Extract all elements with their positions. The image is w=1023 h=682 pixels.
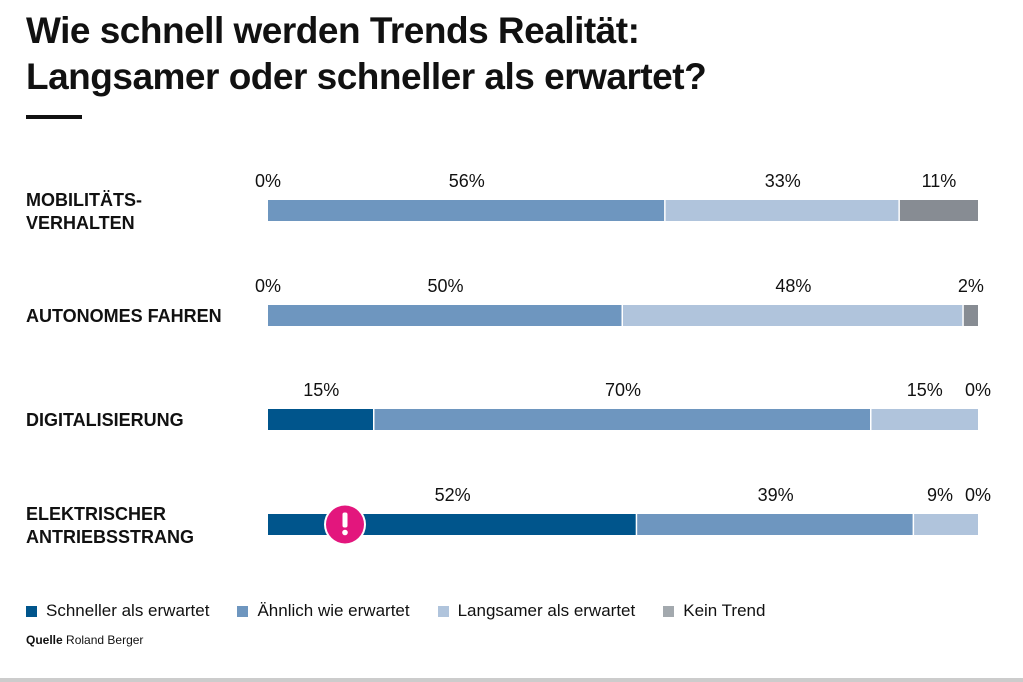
legend-label: Langsamer als erwartet	[457, 601, 636, 620]
bar-segment	[899, 200, 978, 221]
legend-swatch	[437, 605, 449, 617]
legend-swatch	[663, 605, 675, 617]
data-label: 48%	[775, 276, 811, 296]
data-label: 33%	[765, 171, 801, 191]
data-label: 0%	[255, 171, 281, 191]
stacked-bar-chart: MOBILITÄTS- VERHALTEN 0% 56% 33% 11% AUTONOMES…	[26, 171, 991, 547]
bar-segment	[871, 409, 978, 430]
legend: Schneller als erwartet Ähnlich wie erwart…	[26, 601, 765, 621]
data-label: 2%	[958, 276, 984, 296]
bar-segment	[374, 409, 870, 430]
category-label: AUTONOMES FAHREN	[26, 306, 222, 326]
bar-segment	[623, 305, 963, 326]
source-value: Roland Berger	[66, 633, 144, 647]
source-label: Quelle	[26, 633, 63, 647]
bottom-border	[0, 678, 1023, 682]
category-label: ELEKTRISCHER	[26, 504, 166, 524]
data-label: 50%	[427, 276, 463, 296]
title-underline	[26, 115, 82, 119]
bar-segment	[914, 514, 978, 535]
bar-segment	[268, 409, 373, 430]
data-label: 0%	[965, 485, 991, 505]
legend-label: Ähnlich wie erwartet	[257, 601, 410, 620]
bar-segment	[268, 200, 665, 221]
data-label: 56%	[449, 171, 485, 191]
bar-segment	[963, 305, 978, 326]
legend-item: Kein Trend	[663, 601, 765, 621]
category-label: DIGITALISIERUNG	[26, 410, 184, 430]
data-label: 0%	[255, 276, 281, 296]
title-line-1: Wie schnell werden Trends Realität:	[26, 10, 640, 51]
data-label: 9%	[927, 485, 953, 505]
legend-swatch	[237, 605, 249, 617]
data-label: 0%	[965, 380, 991, 400]
bar-segment	[268, 305, 622, 326]
category-label: ANTRIEBSSTRANG	[26, 527, 194, 547]
bar-segment	[268, 514, 636, 535]
data-label: 39%	[758, 485, 794, 505]
legend-item: Schneller als erwartet	[26, 601, 209, 621]
data-label: 15%	[907, 380, 943, 400]
chart-title: Wie schnell werden Trends Realität: Langs…	[26, 8, 707, 100]
data-label: 52%	[435, 485, 471, 505]
exclamation-mark	[342, 512, 348, 528]
title-line-2: Langsamer oder schneller als erwartet?	[26, 56, 707, 97]
data-label: 15%	[303, 380, 339, 400]
legend-label: Kein Trend	[683, 601, 766, 620]
legend-item: Langsamer als erwartet	[437, 601, 636, 621]
source-note: Quelle Roland Berger	[26, 633, 143, 647]
legend-label: Schneller als erwartet	[46, 601, 210, 620]
exclamation-dot	[342, 529, 348, 536]
bar-segment	[637, 514, 913, 535]
data-label: 11%	[922, 171, 957, 191]
bar-segment	[665, 200, 899, 221]
category-label: MOBILITÄTS-	[26, 190, 142, 210]
legend-swatch	[26, 605, 37, 617]
category-label: VERHALTEN	[26, 213, 135, 233]
data-label: 70%	[605, 380, 641, 400]
legend-item: Ähnlich wie erwartet	[237, 601, 410, 621]
